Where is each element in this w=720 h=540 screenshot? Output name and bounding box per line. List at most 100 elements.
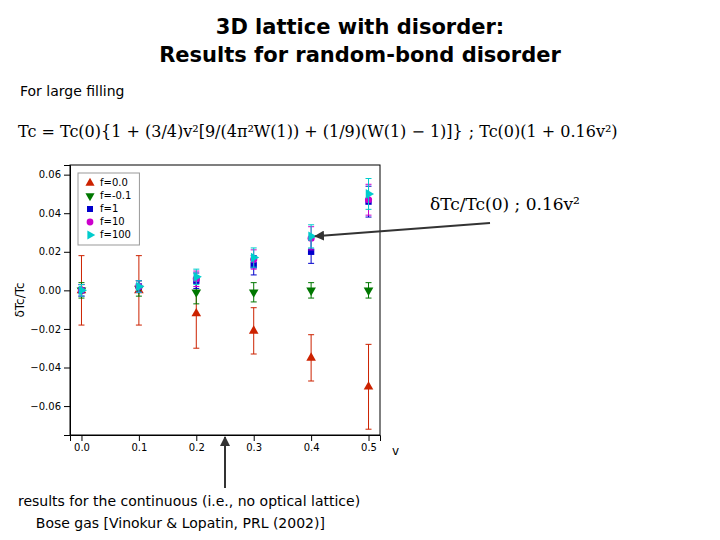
error-cap [308, 249, 314, 250]
tick-mark [81, 435, 82, 441]
plot-frame [70, 165, 380, 435]
tick-mark [311, 435, 312, 441]
error-cap [193, 284, 199, 285]
legend-swatch [87, 230, 95, 239]
error-cap [78, 298, 84, 299]
error-cap [136, 292, 142, 293]
error-cap [193, 303, 199, 304]
error-cap [193, 288, 199, 289]
legend: f=0.0f=-0.1f=1f=10f=100 [78, 173, 139, 245]
tick-mark [64, 329, 70, 330]
tick-label: 0.3 [246, 442, 262, 453]
error-cap [251, 301, 257, 302]
tick-label: 0.1 [131, 442, 147, 453]
legend-entry: f=100 [100, 229, 131, 240]
error-cap [251, 307, 257, 308]
error-cap [251, 274, 257, 275]
tick: −0.04 [30, 362, 70, 373]
error-cap [78, 284, 84, 285]
tick-label: −0.04 [30, 362, 61, 373]
tick: −0.06 [30, 401, 70, 412]
tick-label: 0.2 [189, 442, 205, 453]
tick-mark [196, 435, 197, 441]
error-cap [251, 269, 257, 270]
point [249, 290, 259, 298]
error-cap [78, 325, 84, 326]
tick-label: 0.4 [304, 442, 320, 453]
point [306, 352, 316, 360]
error-cap [366, 209, 372, 210]
chart: 3D lattice with disorder:Results for ran… [0, 0, 720, 540]
x-axis-title: v [392, 444, 399, 458]
error-cap [366, 178, 372, 179]
error-cap [308, 282, 314, 283]
error-cap [193, 286, 199, 287]
error-cap [78, 284, 84, 285]
error-cap [193, 269, 199, 270]
legend-swatch [87, 219, 94, 226]
tick: −0.02 [30, 324, 70, 335]
tick: 0.04 [39, 208, 70, 219]
series [77, 256, 374, 430]
tick-mark [64, 252, 70, 253]
point [194, 272, 202, 282]
tick: 0.1 [131, 435, 147, 453]
point [249, 325, 259, 333]
error-bar [138, 256, 139, 325]
tick-label: 0.5 [361, 442, 377, 453]
error-cap [308, 334, 314, 335]
error-cap [251, 354, 257, 355]
error-cap [366, 217, 372, 218]
tick: 0.4 [304, 435, 320, 453]
tick-label: 0.0 [74, 442, 90, 453]
point [364, 381, 374, 389]
error-cap [308, 247, 314, 248]
legend-box [78, 173, 139, 245]
series [78, 179, 374, 297]
tick-label: 0.04 [39, 208, 61, 219]
tick: 0.00 [39, 285, 70, 296]
error-cap [136, 292, 142, 293]
tick-label: −0.06 [30, 401, 61, 412]
annotation: results for the continuous (i.e., no opt… [18, 493, 360, 509]
legend-entry: f=0.0 [100, 177, 128, 188]
annotation-arrow [224, 437, 226, 488]
error-cap [136, 292, 142, 293]
error-cap [78, 255, 84, 256]
error-cap [366, 429, 372, 430]
subtitle: Results for random-bond disorder [159, 43, 561, 67]
tick: 0.0 [74, 435, 90, 453]
point [136, 282, 144, 292]
error-cap [78, 296, 84, 297]
error-cap [251, 282, 257, 283]
error-cap [136, 280, 142, 281]
error-cap [366, 282, 372, 283]
error-cap [78, 296, 84, 297]
tick-mark [254, 435, 255, 441]
error-cap [193, 348, 199, 349]
point [191, 308, 201, 316]
error-cap [136, 325, 142, 326]
annotation-arrow [315, 223, 490, 236]
error-cap [366, 298, 372, 299]
legend-swatch [87, 206, 93, 212]
tick-mark [64, 406, 70, 407]
legend-swatch [85, 178, 94, 186]
error-cap [366, 344, 372, 345]
legend-entry: f=-0.1 [100, 190, 131, 201]
axis-line [64, 166, 71, 436]
annotation: δTc/Tc(0) ; 0.16v² [430, 194, 580, 214]
tick-label: 0.02 [39, 246, 61, 257]
tick-mark [64, 290, 70, 291]
tick: 0.02 [39, 246, 70, 257]
tick-label: 0.00 [39, 285, 61, 296]
error-cap [251, 247, 257, 248]
error-cap [308, 381, 314, 382]
error-cap [136, 280, 142, 281]
tick-label: 0.06 [39, 169, 61, 180]
annotation: For large filling [20, 83, 125, 99]
annotation: Tc = Tc(0){1 + (3/4)v²[9/(4π²W(1)) + (1/… [18, 122, 463, 141]
annotation: Bose gas [Vinokur & Lopatin, PRL (2002)] [18, 515, 325, 531]
error-cap [78, 284, 84, 285]
error-cap [136, 280, 142, 281]
